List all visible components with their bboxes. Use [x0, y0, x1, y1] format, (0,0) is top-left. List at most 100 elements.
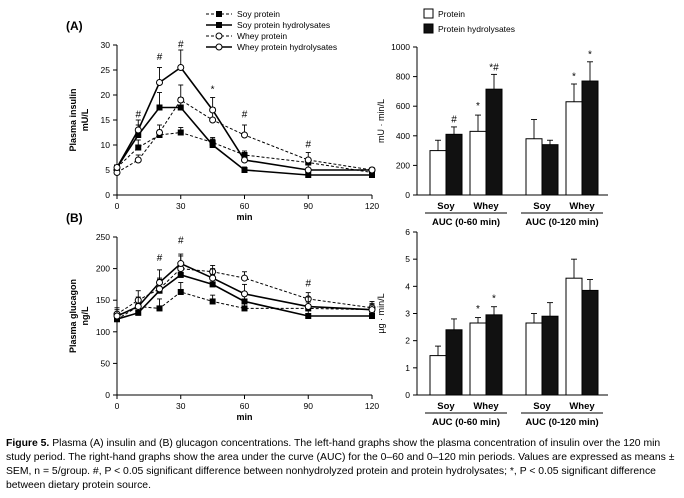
- glucagon_auc-period-label: AUC (0-60 min): [432, 417, 500, 428]
- insulin_time-y-tick-label: 15: [101, 115, 111, 125]
- insulin_time-series-line: [116, 99, 373, 173]
- glucagon_time-point: [156, 305, 163, 312]
- insulin_time-legend-marker: [216, 11, 222, 17]
- insulin_time-point: [177, 96, 185, 104]
- insulin_auc-significance-mark: #: [451, 114, 457, 125]
- insulin_time-point: [304, 156, 312, 164]
- glucagon_auc-bar: [469, 322, 487, 396]
- insulin_time-point: [135, 132, 142, 138]
- insulin_auc-significance-mark: *: [588, 49, 592, 60]
- glucagon_time-point: [134, 303, 142, 311]
- figure-caption: Figure 5. Plasma (A) insulin and (B) glu…: [6, 437, 678, 493]
- insulin_time-point: [177, 104, 184, 111]
- insulin_time-significance-mark: #: [305, 140, 311, 151]
- glucagon_time-point: [209, 298, 216, 305]
- insulin_time-panel-label: (A): [66, 19, 83, 33]
- glucagon_time-x-tick-label: 90: [304, 401, 314, 411]
- figure-caption-text: Plasma (A) insulin and (B) glucagon conc…: [6, 438, 675, 491]
- glucagon_time-point: [368, 306, 376, 314]
- figure-label: Figure 5.: [6, 438, 50, 449]
- insulin_auc-group-label: Soy: [533, 201, 551, 212]
- glucagon_time-point: [156, 285, 163, 293]
- insulin_time-point: [156, 79, 163, 86]
- insulin_time-significance-mark: #: [135, 110, 141, 121]
- insulin_time-y-tick-label: 30: [101, 40, 111, 50]
- insulin_auc-legend-label: Protein hydrolysates: [438, 24, 515, 34]
- insulin_time-point: [156, 129, 163, 136]
- glucagon_time-x-tick-label: 30: [176, 401, 186, 411]
- glucagon_time-x-axis-label: min: [236, 412, 252, 422]
- insulin_time-legend-label: Soy protein hydrolysates: [237, 20, 330, 30]
- insulin_auc-y-tick-label: 200: [396, 160, 410, 170]
- glucagon_auc-group-label: Soy: [437, 401, 455, 412]
- insulin_time-y-tick-label: 10: [101, 140, 111, 150]
- glucagon_time-y-tick-label: 50: [101, 358, 111, 368]
- glucagon_time-significance-mark: #: [157, 253, 163, 264]
- glucagon_time-point: [305, 313, 312, 319]
- glucagon_auc-bar: [581, 289, 599, 396]
- glucagon_auc-y-tick-label: 6: [405, 227, 410, 237]
- insulin_auc-legend-label: Protein: [438, 9, 465, 19]
- insulin_auc-bar: [565, 101, 583, 196]
- glucagon_auc-y-tick-label: 3: [405, 309, 410, 319]
- insulin_time-significance-mark: #: [242, 110, 248, 121]
- insulin_auc-bar: [485, 88, 503, 196]
- insulin_time-point: [368, 166, 376, 174]
- glucagon_auc-y-tick-label: 2: [405, 336, 410, 346]
- insulin_auc-legend-swatch: [423, 8, 434, 19]
- glucagon_time-point: [135, 309, 142, 316]
- insulin_auc-bar: [445, 133, 463, 196]
- insulin_time-point: [177, 64, 185, 71]
- insulin_time-legend-marker: [215, 43, 223, 51]
- insulin_auc-group-label: Whey: [569, 201, 595, 212]
- insulin_auc-bar: [581, 80, 599, 196]
- insulin_time-legend-label: Whey protein: [237, 31, 287, 41]
- glucagon_time-y-tick-label: 150: [96, 295, 110, 305]
- insulin_time-legend-label: Soy protein: [237, 9, 280, 19]
- insulin_time-legend-marker: [216, 22, 222, 28]
- glucagon_auc-bar: [429, 355, 447, 396]
- insulin_time-point: [209, 116, 217, 124]
- insulin_time-point: [134, 156, 142, 164]
- insulin_time-point: [113, 164, 121, 171]
- insulin_time-point: [241, 167, 248, 173]
- glucagon_auc-y-axis-label: µg · min/L: [376, 293, 386, 333]
- glucagon_auc-bar: [445, 329, 463, 396]
- insulin_auc-significance-mark: *: [476, 101, 480, 112]
- insulin_time-significance-mark: #: [178, 40, 184, 51]
- insulin_time-y-tick-label: 0: [105, 190, 110, 200]
- insulin_auc-y-tick-label: 400: [396, 131, 410, 141]
- insulin_time-x-tick-label: 120: [365, 201, 379, 211]
- glucagon_auc-significance-mark: *: [492, 293, 496, 304]
- insulin_auc-y-tick-label: 0: [405, 190, 410, 200]
- insulin_time-series-line: [116, 131, 373, 173]
- glucagon_auc-bar: [525, 322, 543, 396]
- insulin_auc-y-tick-label: 600: [396, 101, 410, 111]
- insulin_time-point: [209, 142, 216, 148]
- glucagon_time-y-tick-label: 0: [105, 390, 110, 400]
- insulin_time-y-tick-label: 20: [101, 90, 111, 100]
- glucagon_auc-y-tick-label: 4: [405, 281, 410, 291]
- insulin_auc-group-label: Soy: [437, 201, 455, 212]
- glucagon_time-point: [177, 260, 185, 268]
- insulin_time-y-tick-label: 25: [101, 65, 111, 75]
- insulin_time-significance-mark: *: [211, 85, 215, 96]
- insulin_auc-bar: [525, 138, 543, 196]
- insulin_auc-legend-swatch: [423, 23, 434, 34]
- insulin_time-point: [177, 129, 184, 136]
- glucagon_time-panel-label: (B): [66, 211, 83, 225]
- glucagon_auc-group-label: Soy: [533, 401, 551, 412]
- glucagon_auc-group-label: Whey: [473, 401, 499, 412]
- insulin_time-significance-mark: #: [157, 52, 163, 63]
- glucagon_time-series-line: [116, 291, 373, 320]
- glucagon_time-point: [209, 281, 216, 288]
- insulin_auc-bar: [469, 130, 487, 196]
- insulin_auc-period-label: AUC (0-120 min): [525, 217, 598, 228]
- glucagon_time-point: [209, 274, 217, 282]
- glucagon_auc-period-label: AUC (0-120 min): [525, 417, 598, 428]
- glucagon_time-point: [304, 303, 312, 311]
- insulin_auc-bar: [429, 150, 447, 196]
- insulin_time-y-tick-label: 5: [105, 165, 110, 175]
- insulin_time-series-line: [116, 106, 372, 176]
